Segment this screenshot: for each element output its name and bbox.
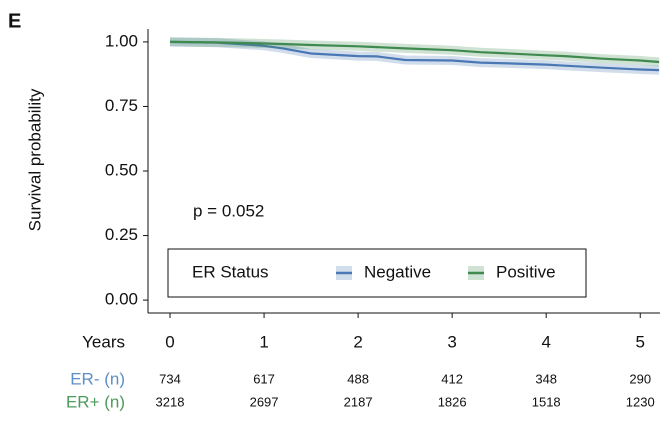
risk-count: 488 bbox=[347, 371, 369, 386]
y-tick-label: 1.00 bbox=[105, 31, 138, 50]
x-tick-label: 3 bbox=[447, 332, 456, 351]
risk-count: 2187 bbox=[344, 394, 373, 409]
risk-count: 734 bbox=[159, 371, 181, 386]
legend-title: ER Status bbox=[192, 262, 269, 281]
x-axis-label: Years bbox=[82, 332, 125, 351]
risk-count: 1518 bbox=[532, 394, 561, 409]
risk-count: 2697 bbox=[250, 394, 279, 409]
annotation: p = 0.052 bbox=[193, 201, 264, 220]
risk-count: 1230 bbox=[626, 394, 655, 409]
x-tick-label: 0 bbox=[165, 332, 174, 351]
y-tick-label: 0.75 bbox=[105, 96, 138, 115]
risk-count: 3218 bbox=[156, 394, 185, 409]
y-axis-label: Survival probability bbox=[25, 88, 44, 231]
risk-count: 1826 bbox=[438, 394, 467, 409]
x-tick-label: 4 bbox=[541, 332, 550, 351]
x-tick-label: 2 bbox=[353, 332, 362, 351]
risk-count: 412 bbox=[441, 371, 463, 386]
y-tick-label: 0.50 bbox=[105, 160, 138, 179]
risk-count: 617 bbox=[253, 371, 275, 386]
y-tick-label: 0.25 bbox=[105, 225, 138, 244]
risk-row-label: ER+ (n) bbox=[66, 392, 125, 411]
y-tick-label: 0.00 bbox=[105, 290, 138, 309]
x-tick-label: 1 bbox=[259, 332, 268, 351]
survival-line bbox=[169, 40, 660, 72]
legend-box bbox=[167, 248, 587, 298]
risk-count: 348 bbox=[535, 371, 557, 386]
panel-label: E bbox=[8, 10, 21, 32]
x-tick-label: 5 bbox=[636, 332, 645, 351]
risk-row-label: ER- (n) bbox=[70, 369, 125, 388]
legend-label: Negative bbox=[364, 262, 431, 281]
legend-label: Positive bbox=[496, 262, 556, 281]
survival-line bbox=[169, 40, 660, 64]
risk-count: 290 bbox=[629, 371, 651, 386]
